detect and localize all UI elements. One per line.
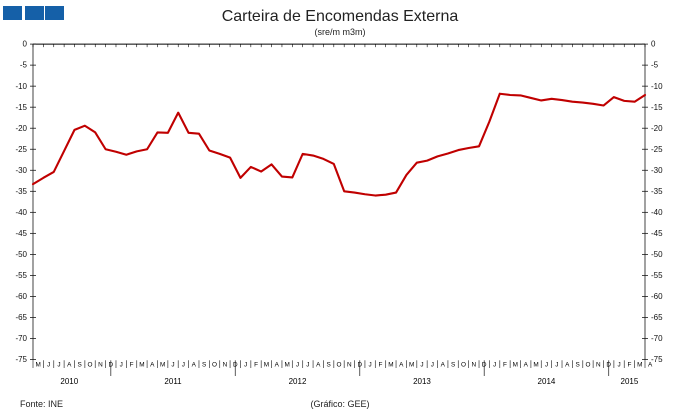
- svg-text:-40: -40: [651, 208, 663, 217]
- svg-text:O: O: [337, 362, 342, 369]
- svg-text:M: M: [160, 362, 165, 369]
- svg-text:F: F: [627, 362, 631, 369]
- svg-text:S: S: [326, 362, 330, 369]
- svg-text:A: A: [275, 362, 280, 369]
- svg-text:-75: -75: [651, 355, 663, 364]
- svg-text:N: N: [596, 362, 601, 369]
- svg-text:-60: -60: [15, 292, 27, 301]
- svg-text:A: A: [565, 362, 570, 369]
- svg-text:-50: -50: [651, 250, 663, 259]
- svg-text:-65: -65: [651, 313, 663, 322]
- svg-text:-35: -35: [15, 187, 27, 196]
- svg-text:-5: -5: [651, 61, 659, 70]
- svg-text:-65: -65: [15, 313, 27, 322]
- svg-text:J: J: [182, 362, 185, 369]
- svg-text:-25: -25: [651, 145, 663, 154]
- svg-text:M: M: [139, 362, 144, 369]
- svg-text:-15: -15: [15, 103, 27, 112]
- svg-text:J: J: [545, 362, 548, 369]
- svg-text:S: S: [451, 362, 455, 369]
- svg-text:J: J: [47, 362, 50, 369]
- svg-text:M: M: [409, 362, 414, 369]
- svg-text:-55: -55: [15, 271, 27, 280]
- svg-text:0: 0: [651, 40, 656, 49]
- svg-text:2014: 2014: [538, 377, 556, 386]
- svg-text:N: N: [223, 362, 228, 369]
- svg-text:D: D: [482, 362, 487, 369]
- svg-text:-25: -25: [15, 145, 27, 154]
- svg-text:2012: 2012: [289, 377, 307, 386]
- svg-text:-60: -60: [651, 292, 663, 301]
- svg-text:-45: -45: [651, 229, 663, 238]
- svg-text:J: J: [120, 362, 123, 369]
- svg-text:-35: -35: [651, 187, 663, 196]
- svg-text:D: D: [233, 362, 238, 369]
- svg-text:N: N: [472, 362, 477, 369]
- svg-text:-75: -75: [15, 355, 27, 364]
- svg-text:J: J: [420, 362, 423, 369]
- svg-text:-50: -50: [15, 250, 27, 259]
- svg-text:J: J: [493, 362, 496, 369]
- svg-text:A: A: [399, 362, 404, 369]
- svg-text:M: M: [36, 362, 41, 369]
- svg-text:S: S: [78, 362, 82, 369]
- svg-text:A: A: [192, 362, 197, 369]
- svg-text:D: D: [606, 362, 611, 369]
- svg-text:M: M: [388, 362, 393, 369]
- svg-text:-10: -10: [15, 82, 27, 91]
- svg-text:M: M: [284, 362, 289, 369]
- svg-text:-70: -70: [15, 334, 27, 343]
- svg-text:-30: -30: [15, 166, 27, 175]
- svg-text:S: S: [202, 362, 206, 369]
- svg-text:O: O: [88, 362, 93, 369]
- svg-text:-45: -45: [15, 229, 27, 238]
- svg-text:D: D: [357, 362, 362, 369]
- svg-text:J: J: [296, 362, 299, 369]
- svg-text:J: J: [244, 362, 247, 369]
- svg-text:A: A: [316, 362, 321, 369]
- svg-text:A: A: [524, 362, 529, 369]
- svg-text:M: M: [637, 362, 642, 369]
- svg-text:J: J: [57, 362, 60, 369]
- svg-text:A: A: [648, 362, 653, 369]
- svg-text:M: M: [513, 362, 518, 369]
- svg-text:O: O: [585, 362, 590, 369]
- svg-text:F: F: [379, 362, 383, 369]
- svg-text:N: N: [98, 362, 103, 369]
- svg-text:-40: -40: [15, 208, 27, 217]
- svg-text:J: J: [306, 362, 309, 369]
- svg-text:M: M: [264, 362, 269, 369]
- svg-text:J: J: [431, 362, 434, 369]
- svg-text:S: S: [575, 362, 579, 369]
- svg-text:J: J: [555, 362, 558, 369]
- svg-text:F: F: [130, 362, 134, 369]
- svg-text:-5: -5: [20, 61, 28, 70]
- svg-text:J: J: [369, 362, 372, 369]
- svg-text:2013: 2013: [413, 377, 431, 386]
- svg-text:A: A: [441, 362, 446, 369]
- svg-text:A: A: [150, 362, 155, 369]
- svg-text:-30: -30: [651, 166, 663, 175]
- svg-text:-10: -10: [651, 82, 663, 91]
- svg-text:-15: -15: [651, 103, 663, 112]
- svg-text:J: J: [617, 362, 620, 369]
- svg-text:O: O: [212, 362, 217, 369]
- svg-text:D: D: [108, 362, 113, 369]
- svg-text:-70: -70: [651, 334, 663, 343]
- svg-text:J: J: [171, 362, 174, 369]
- svg-text:2011: 2011: [164, 377, 182, 386]
- svg-text:-55: -55: [651, 271, 663, 280]
- svg-text:F: F: [254, 362, 258, 369]
- svg-text:O: O: [461, 362, 466, 369]
- svg-text:M: M: [533, 362, 538, 369]
- svg-text:2010: 2010: [60, 377, 78, 386]
- svg-text:-20: -20: [651, 124, 663, 133]
- svg-text:2015: 2015: [621, 377, 639, 386]
- svg-text:N: N: [347, 362, 352, 369]
- svg-text:A: A: [67, 362, 72, 369]
- svg-text:-20: -20: [15, 124, 27, 133]
- svg-text:0: 0: [23, 40, 28, 49]
- svg-text:F: F: [503, 362, 507, 369]
